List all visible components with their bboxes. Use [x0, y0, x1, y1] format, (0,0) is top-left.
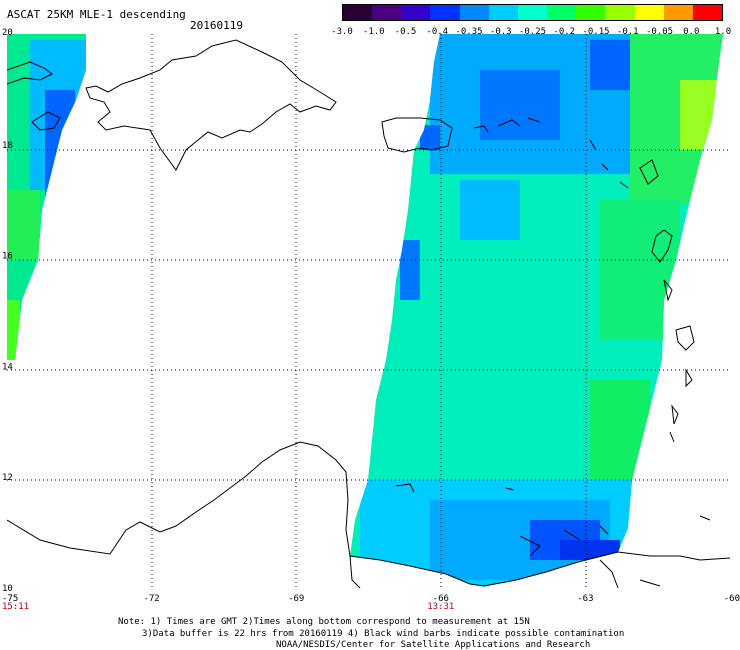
lon-tick-label: -66 [433, 594, 449, 604]
colorbar-tick-label: -0.35 [455, 27, 483, 37]
colorbar-tick-label: -0.2 [553, 27, 576, 37]
lat-tick-label: 16 [2, 252, 13, 262]
swath-data [7, 34, 723, 586]
note-line-2: 3)Data buffer is 22 hrs from 20160119 4)… [142, 629, 625, 639]
cuba-coast [7, 61, 53, 85]
colorbar-tick-label: -0.3 [489, 27, 512, 37]
colorbar-tick-label: -0.25 [518, 27, 547, 37]
note-line-3: NOAA/NESDIS/Center for Satellite Applica… [276, 640, 591, 650]
colorbar-tick-label: -0.15 [582, 27, 610, 37]
lon-tick-label: -63 [577, 594, 593, 604]
coastlines [7, 39, 730, 588]
colorbar-tick-label: 1.0 [714, 27, 732, 37]
colorbar-segment [605, 5, 636, 20]
colorbar-segment [517, 5, 548, 20]
lon-tick-label: -60 [724, 594, 740, 604]
colorbar-tick-label: -3.0 [331, 27, 353, 37]
jamaica-coast [31, 111, 61, 131]
east-swath [350, 34, 723, 586]
colorbar-segment [692, 5, 723, 20]
colorbar-tick-label: -0.4 [426, 27, 449, 37]
lon-tick-label: -69 [288, 594, 304, 604]
map-title: ASCAT 25KM MLE-1 descending [7, 8, 186, 21]
lat-tick-label: 14 [2, 362, 13, 372]
virgin-islands [473, 117, 541, 133]
lon-tick-label: -72 [143, 594, 159, 604]
south-america-coast [7, 441, 730, 587]
colorbar-segment [343, 5, 373, 20]
time-label: 13:31 [427, 602, 454, 612]
colorbar-tick-label: -0.05 [645, 27, 674, 37]
lon-tick-label: -75 [2, 594, 18, 604]
venezuela-coast [349, 555, 661, 588]
hispaniola-coast [85, 39, 337, 171]
puerto-rico-coast [381, 117, 453, 153]
note-line-1: Note: 1) Times are GMT 2)Times along bot… [118, 617, 530, 627]
axis-labels: -75 -72 -69 -66 -63 -60 20 18 16 14 12 10 15:11 13:31 [2, 28, 740, 612]
colorbar-segment [430, 5, 461, 20]
lesser-antilles [589, 139, 695, 443]
lat-tick-label: 10 [2, 584, 13, 594]
map-date: 20160119 [190, 19, 243, 32]
colorbar-segment [459, 5, 490, 20]
colorbar [342, 4, 723, 21]
lat-tick-label: 12 [2, 473, 13, 483]
colorbar-tick-label: 0.0 [683, 27, 700, 37]
colorbar-tick-label: -0.5 [394, 27, 417, 37]
time-label: 15:11 [2, 602, 29, 612]
caribbean-islets [395, 483, 711, 557]
colorbar-segment [663, 5, 694, 20]
colorbar-segment [488, 5, 519, 20]
lat-tick-label: 20 [2, 28, 13, 38]
lat-tick-label: 18 [2, 141, 13, 151]
lat-lon-grid [7, 34, 730, 588]
colorbar-labels: -3.0 -1.0 -0.5 -0.4 -0.35 -0.3 -0.25 -0.2 -0.15-… [330, 27, 735, 39]
colorbar-tick-label: -1.0 [362, 27, 385, 37]
colorbar-segment [634, 5, 665, 20]
colorbar-segment [401, 5, 431, 20]
colorbar-tick-label: -0.1 [616, 27, 639, 37]
colorbar-segment [576, 5, 606, 20]
colorbar-segment [547, 5, 577, 20]
colorbar-segment [372, 5, 402, 20]
